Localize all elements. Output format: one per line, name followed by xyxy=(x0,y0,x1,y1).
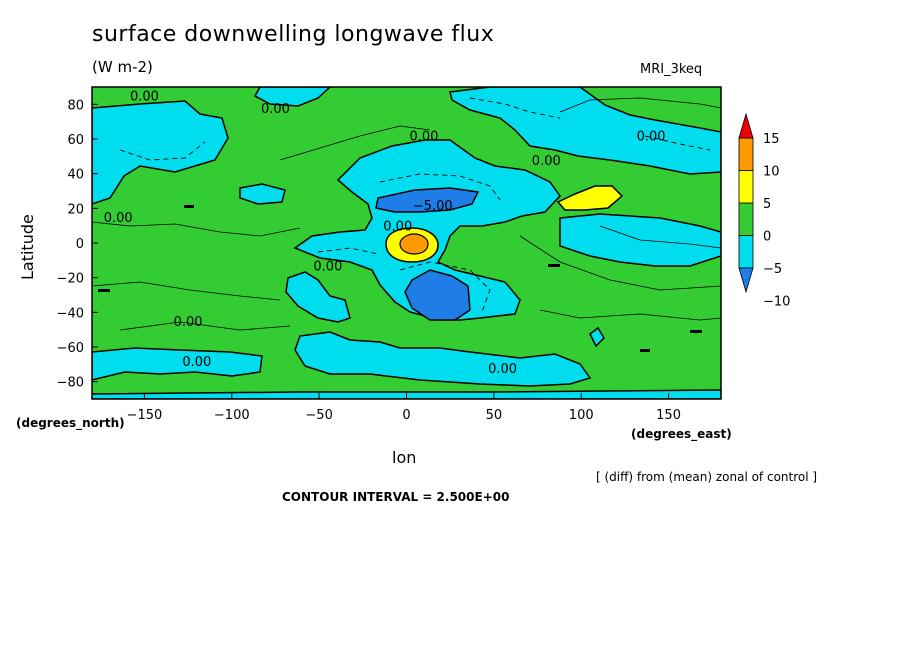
colorbar-bottom-triangle xyxy=(738,267,754,294)
strong-negative-regions xyxy=(375,187,480,321)
small-feature-5 xyxy=(640,349,650,352)
negative-regions xyxy=(92,87,721,399)
thin-contour-8 xyxy=(599,225,721,249)
region-central-tropics xyxy=(293,139,561,321)
y-axis-units: (degrees_north) xyxy=(16,416,125,430)
colorbar-label: 0 xyxy=(763,230,771,245)
colorbar-label: −5 xyxy=(763,262,782,277)
colorbar-label: 10 xyxy=(763,165,780,180)
colorbar-box xyxy=(738,202,754,236)
contour-field xyxy=(92,87,721,399)
positive-regions xyxy=(385,185,624,263)
dashed-contour-3 xyxy=(119,141,206,161)
colorbar-box xyxy=(738,235,754,269)
contour-label: 0.00 xyxy=(409,130,438,145)
x-axis-units: (degrees_east) xyxy=(631,427,732,441)
chart-title: surface downwelling longwave flux xyxy=(92,22,495,47)
small-feature-2 xyxy=(548,264,560,267)
region-sw xyxy=(285,271,351,323)
region-equatorial-core xyxy=(399,233,429,255)
region-north-center xyxy=(449,87,721,175)
colorbar: −10 −5 0 5 10 15 xyxy=(738,112,790,310)
region-north-depression xyxy=(375,187,480,213)
colorbar-label: 15 xyxy=(763,132,780,147)
region-south-west-band xyxy=(92,347,263,381)
small-feature-1 xyxy=(98,289,110,292)
contour-label: 0.00 xyxy=(488,362,517,377)
contour-label: 0.00 xyxy=(637,130,666,145)
y-tick-label: 80 xyxy=(67,98,84,113)
y-tick-label: −40 xyxy=(57,306,84,321)
x-tick-label: 150 xyxy=(656,408,681,423)
thin-contour-6 xyxy=(539,309,721,321)
contour-label: 0.00 xyxy=(532,154,561,169)
y-tick-label: −80 xyxy=(57,376,84,391)
contour-label: 0.00 xyxy=(174,315,203,330)
colorbar-box xyxy=(738,137,754,171)
contour-label: 0.00 xyxy=(104,211,133,226)
contour-label: 0.00 xyxy=(182,355,211,370)
x-tick-label: 0 xyxy=(402,408,410,423)
y-tick-label: −20 xyxy=(57,272,84,287)
x-tick-label: −100 xyxy=(214,408,250,423)
dashed-contours xyxy=(119,97,711,313)
y-axis: 80 60 40 20 0 −20 −40 −60 −80 xyxy=(57,98,98,391)
contour-label: 0.00 xyxy=(383,220,412,235)
region-north-west xyxy=(92,100,229,205)
y-tick-label: 40 xyxy=(67,168,84,183)
thin-contour-2 xyxy=(92,281,281,301)
model-name: MRI_3keq xyxy=(640,62,703,77)
dashed-contour-4 xyxy=(469,97,561,119)
contour-label: 0.00 xyxy=(130,90,159,105)
strongest-positive-region xyxy=(399,233,429,255)
thin-contour-3 xyxy=(519,235,721,291)
region-south-depression xyxy=(404,269,471,321)
y-tick-label: −60 xyxy=(57,341,84,356)
region-north-pole xyxy=(253,87,332,107)
x-tick-label: −50 xyxy=(305,408,332,423)
thin-contours xyxy=(92,97,721,331)
y-tick-label: 0 xyxy=(76,237,84,252)
chart-units: (W m-2) xyxy=(92,58,153,76)
small-feature-4 xyxy=(184,205,194,208)
region-mid-lat-block xyxy=(239,183,286,205)
x-tick-label: 100 xyxy=(569,408,594,423)
contour-interval: CONTOUR INTERVAL = 2.500E+00 xyxy=(282,490,510,504)
diff-note: [ (diff) from (mean) zonal of control ] xyxy=(596,470,818,484)
x-axis-label: lon xyxy=(392,448,417,467)
thin-contour-5 xyxy=(119,321,291,331)
y-tick-label: 20 xyxy=(67,202,84,217)
colorbar-label: −10 xyxy=(763,295,790,310)
dashed-contour-5 xyxy=(317,247,379,255)
colorbar-box xyxy=(738,170,754,204)
small-features xyxy=(98,205,702,352)
contour-labels: 0.000.000.00 0.000.000.00−5.000.000.000.0… xyxy=(104,90,666,377)
thin-contour-7 xyxy=(279,125,431,161)
dashed-contour-2 xyxy=(399,261,491,313)
small-feature-3 xyxy=(690,330,702,333)
region-south-east xyxy=(589,326,605,348)
contour-label: 0.00 xyxy=(313,260,342,275)
colorbar-top-triangle xyxy=(738,112,754,139)
x-tick-label: 50 xyxy=(486,408,503,423)
dashed-contour-6 xyxy=(644,135,711,151)
dashed-contour-1 xyxy=(379,173,501,201)
region-south-center xyxy=(294,331,592,387)
colorbar-label: 5 xyxy=(763,197,771,212)
x-axis: −150 −100 −50 0 50 100 150 xyxy=(127,393,681,423)
contour-label: 0.00 xyxy=(261,102,290,117)
thin-contour-4 xyxy=(559,97,721,113)
y-tick-label: 60 xyxy=(67,133,84,148)
thin-contour-1 xyxy=(92,221,301,237)
x-tick-label: −150 xyxy=(127,408,163,423)
region-east-maximum xyxy=(556,185,624,211)
contour-label: −5.00 xyxy=(413,199,453,214)
